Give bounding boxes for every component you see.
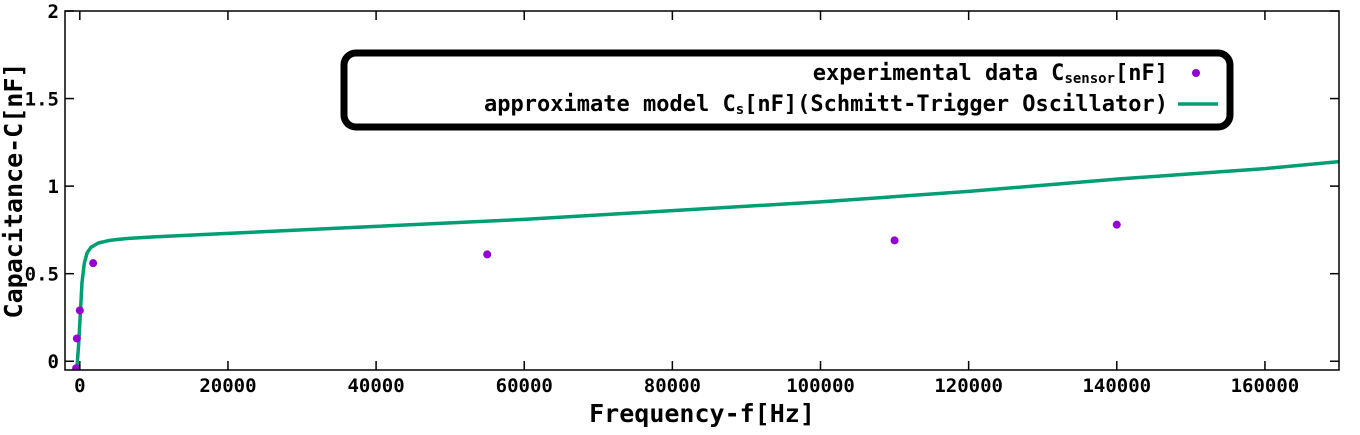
- data-point: [890, 236, 899, 245]
- plot-marks: [72, 159, 1339, 370]
- legend-label-main: experimental data C: [813, 61, 1065, 86]
- x-tick-label: 100000: [786, 375, 855, 397]
- data-point: [72, 334, 81, 343]
- x-tick-label: 0: [74, 375, 85, 397]
- data-point: [89, 259, 98, 268]
- y-tick-label: 2: [48, 1, 59, 23]
- data-point: [75, 306, 84, 315]
- legend-box: [340, 49, 1234, 131]
- axis-ticks: [65, 10, 1339, 370]
- data-point: [1112, 220, 1121, 229]
- x-tick-label: 20000: [199, 375, 256, 397]
- legend-label-tail: [nF]: [1115, 61, 1168, 86]
- x-tick-label: 160000: [1231, 375, 1300, 397]
- y-tick-label: 0: [48, 351, 59, 373]
- legend-marker-point: [1192, 69, 1200, 77]
- legend-entry-label: approximate model Cs[nF](Schmitt-Trigger…: [484, 92, 1168, 118]
- x-tick-label: 80000: [644, 375, 701, 397]
- y-tick-label: 1.5: [25, 89, 59, 111]
- plot-frame: [64, 10, 1340, 371]
- legend-entry-label: experimental data Csensor[nF]: [813, 61, 1168, 87]
- data-point: [483, 250, 492, 259]
- model-curve: [75, 159, 1339, 369]
- x-tick-label: 120000: [934, 375, 1003, 397]
- legend-label-tail: [nF](Schmitt-Trigger Oscillator): [744, 92, 1168, 117]
- x-axis-title: Frequency-f[Hz]: [589, 399, 815, 428]
- x-tick-label: 60000: [496, 375, 553, 397]
- legend-label-subscript: sensor: [1064, 71, 1115, 87]
- data-point: [72, 364, 81, 370]
- axis-tick-labels: 0 20000 40000 60000 80000 100000 120000 140000 1…: [25, 1, 1300, 397]
- x-tick-label: 40000: [347, 375, 404, 397]
- y-axis-title: Capacitance-C[nF]: [0, 63, 28, 319]
- legend-label-main: approximate model C: [484, 92, 736, 117]
- legend-label-subscript: s: [736, 102, 744, 118]
- legend: experimental data Csensor[nF] approximate…: [340, 49, 1234, 131]
- x-tick-label: 140000: [1082, 375, 1151, 397]
- y-tick-label: 0.5: [25, 264, 59, 286]
- y-tick-label: 1: [48, 176, 59, 198]
